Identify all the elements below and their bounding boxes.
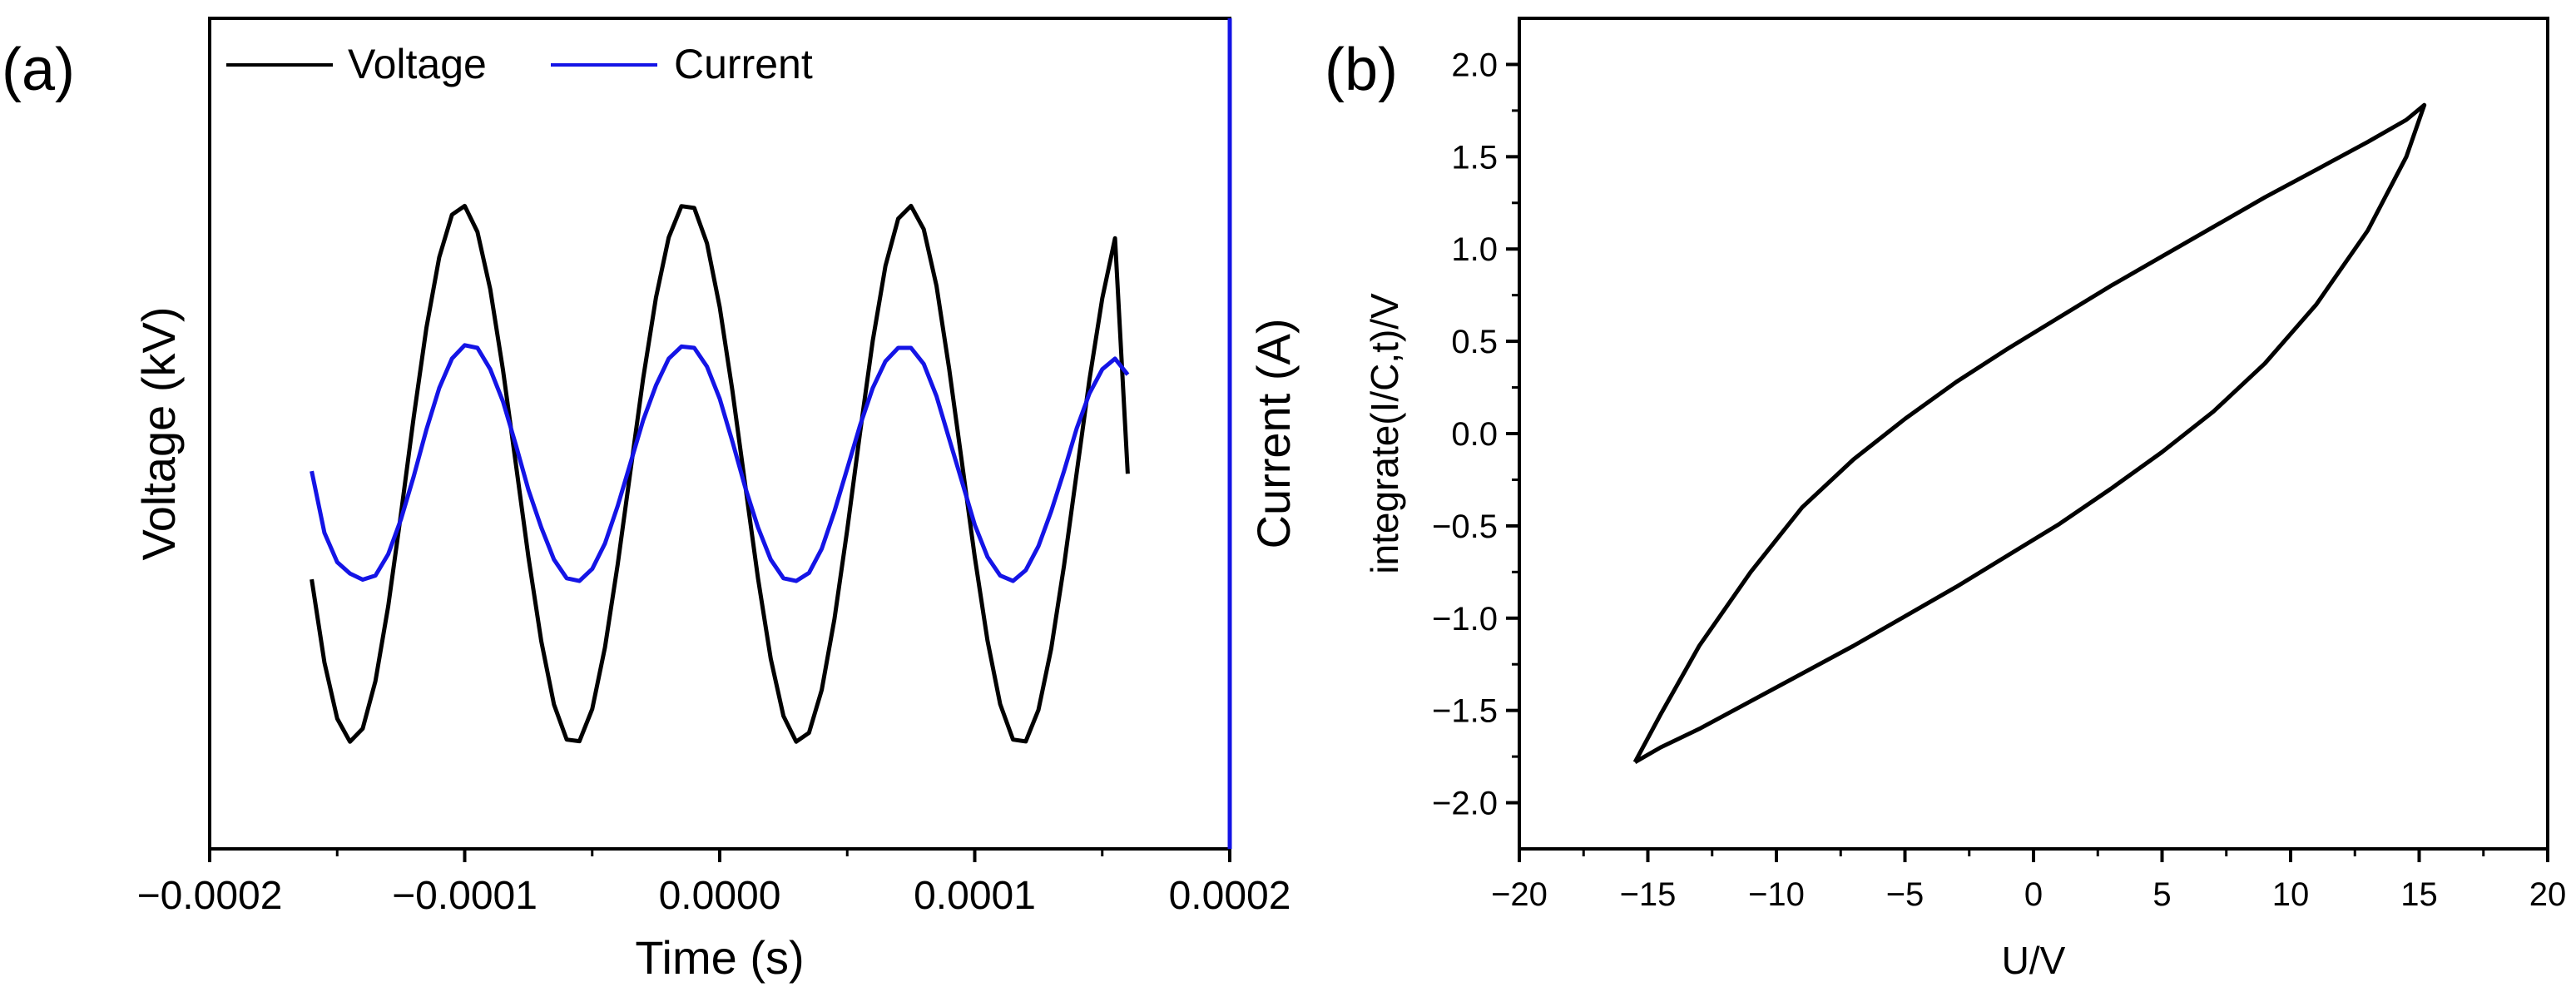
panel-a-x-tick-label: −0.0001 xyxy=(392,874,537,918)
legend: Voltage Current xyxy=(226,41,813,87)
panel-a-x-axis-title: Time (s) xyxy=(635,931,804,984)
panel-b-y-tick-label: 1.5 xyxy=(1451,139,1498,176)
panel-b-y-tick-label: −0.5 xyxy=(1432,508,1498,545)
panel-a-x-tick-label: 0.0002 xyxy=(1169,874,1291,918)
panel-b-x-tick-label: −5 xyxy=(1886,876,1925,913)
panel-b-y-tick-label: 0.0 xyxy=(1451,416,1498,453)
series-line-voltage xyxy=(310,203,1130,744)
panel-a-label: (a) xyxy=(2,37,75,103)
series-line-current xyxy=(310,343,1130,583)
panel-a-x-tick-label: −0.0002 xyxy=(137,874,283,918)
panel-b: (b) −20 −15 −10 −5 0 5 10 15 20 −2.0 −1.5 −1.0 −0.5 0… xyxy=(1325,17,2566,982)
panel-b-y-tick-label: −1.5 xyxy=(1432,693,1498,730)
voltage-axis-title: Voltage (kV) xyxy=(132,306,185,560)
panel-b-x-axis-title: U/V xyxy=(2002,939,2066,982)
panel-b-x-tick-label: −10 xyxy=(1748,876,1805,913)
panel-b-ticks: −20 −15 −10 −5 0 5 10 15 20 −2.0 −1.5 −1.0 −0.5 0.0 0.… xyxy=(1432,47,2566,913)
panel-b-x-tick-label: −20 xyxy=(1491,876,1548,913)
panel-b-y-axis-title: integrate(I/C,t)/V xyxy=(1363,293,1406,574)
legend-current-label: Current xyxy=(674,41,813,87)
panel-b-y-tick-label: 1.0 xyxy=(1451,231,1498,268)
current-axis-title: Current (A) xyxy=(1247,319,1300,549)
panel-b-y-tick-label: −2.0 xyxy=(1432,786,1498,822)
panel-a: (a) −0.0002 −0.0001 0.0000 0.0001 0.0002 Vol… xyxy=(2,17,1300,984)
panel-b-label: (b) xyxy=(1325,37,1398,103)
panel-b-x-tick-label: 10 xyxy=(2272,876,2310,913)
panel-a-x-ticks: −0.0002 −0.0001 0.0000 0.0001 0.0002 xyxy=(137,849,1291,918)
panel-a-x-tick-label: 0.0000 xyxy=(659,874,781,918)
panel-b-x-tick-label: 15 xyxy=(2400,876,2438,913)
panel-b-x-tick-label: 20 xyxy=(2529,876,2567,913)
panel-b-series xyxy=(1632,102,2427,764)
panel-a-x-tick-label: 0.0001 xyxy=(914,874,1036,918)
series-line-lissajous xyxy=(1632,102,2427,764)
panel-b-y-tick-label: 2.0 xyxy=(1451,47,1498,83)
panel-b-frame xyxy=(1518,17,2549,851)
panel-b-x-tick-label: 0 xyxy=(2024,876,2043,913)
panel-b-y-tick-label: 0.5 xyxy=(1451,324,1498,360)
legend-voltage-label: Voltage xyxy=(348,41,487,87)
panel-a-series xyxy=(310,203,1130,744)
panel-b-x-tick-label: 5 xyxy=(2152,876,2171,913)
panel-b-y-tick-label: −1.0 xyxy=(1432,601,1498,637)
panel-b-x-tick-label: −15 xyxy=(1620,876,1677,913)
